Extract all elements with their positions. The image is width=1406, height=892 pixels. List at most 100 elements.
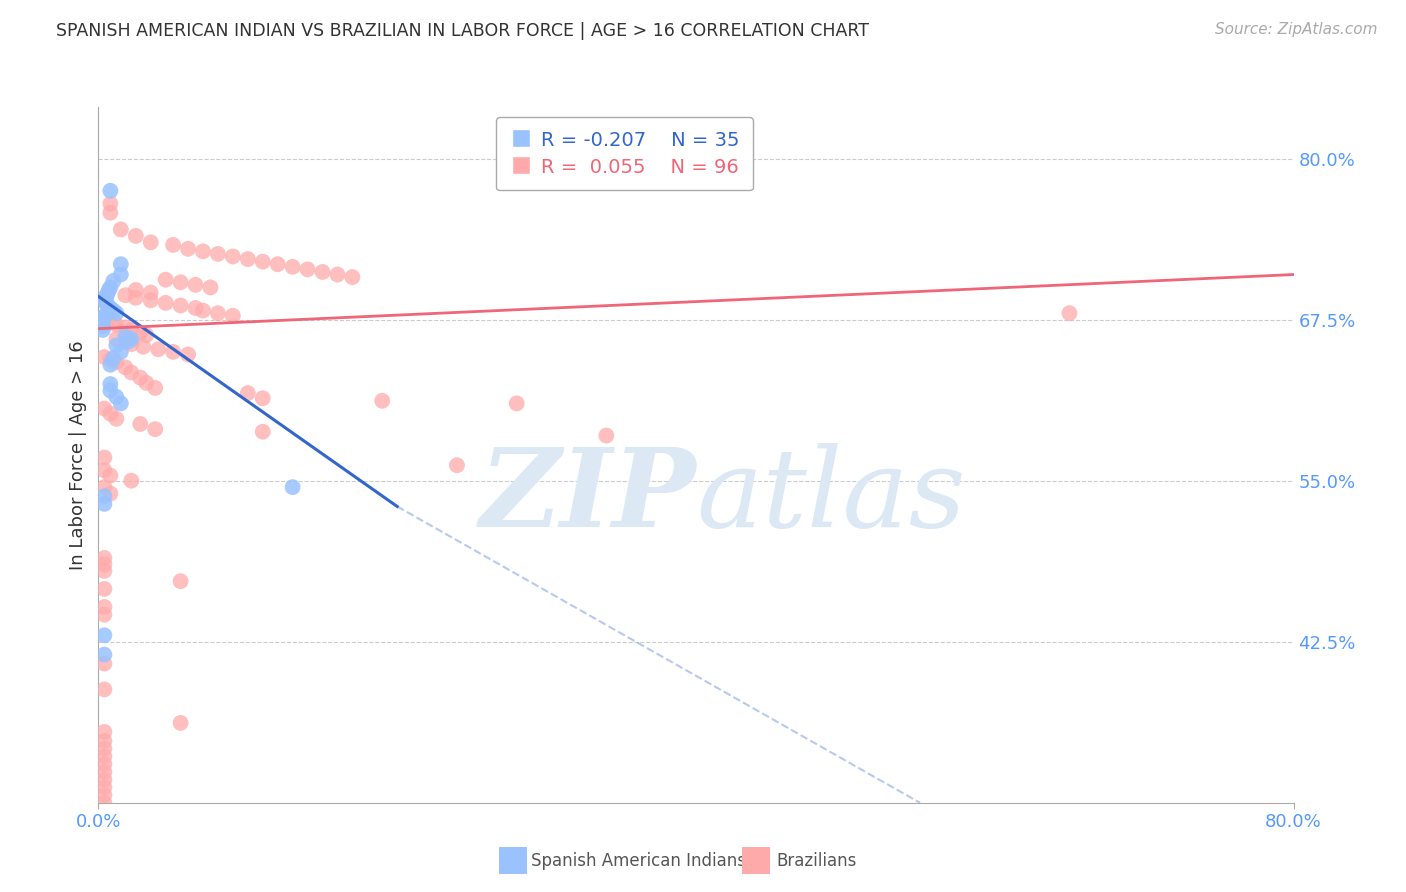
Point	[114, 329, 136, 343]
Point	[93, 780, 115, 795]
Point	[93, 497, 115, 511]
Point	[100, 352, 122, 367]
Point	[100, 280, 122, 294]
Y-axis label: In Labor Force | Age > 16: In Labor Force | Age > 16	[69, 340, 87, 570]
Point	[103, 303, 125, 318]
Point	[129, 370, 152, 384]
Point	[105, 306, 128, 320]
Point	[267, 257, 290, 271]
Point	[93, 648, 115, 662]
Point	[100, 486, 122, 500]
Point	[93, 450, 115, 465]
Point	[143, 381, 166, 395]
Point	[93, 749, 115, 764]
Point	[252, 391, 274, 405]
Point	[110, 257, 132, 271]
Point	[93, 350, 115, 364]
Point	[207, 247, 229, 261]
Point	[93, 582, 115, 596]
Point	[125, 283, 148, 297]
Point	[93, 311, 115, 326]
Point	[110, 344, 132, 359]
Text: atlas: atlas	[696, 443, 966, 550]
Point	[100, 468, 122, 483]
Point	[105, 338, 128, 352]
Point	[103, 351, 125, 366]
Point	[91, 315, 114, 329]
Point	[155, 273, 177, 287]
Point	[446, 458, 468, 473]
Text: SPANISH AMERICAN INDIAN VS BRAZILIAN IN LABOR FORCE | AGE > 16 CORRELATION CHART: SPANISH AMERICAN INDIAN VS BRAZILIAN IN …	[56, 22, 869, 40]
Point	[135, 328, 157, 343]
Text: Source: ZipAtlas.com: Source: ZipAtlas.com	[1215, 22, 1378, 37]
Point	[169, 574, 191, 589]
Point	[100, 196, 122, 211]
Point	[105, 390, 128, 404]
Point	[93, 741, 115, 756]
Point	[105, 332, 128, 346]
Point	[94, 296, 117, 310]
Legend: R = -0.207    N = 35, R =  0.055    N = 96: R = -0.207 N = 35, R = 0.055 N = 96	[496, 117, 752, 191]
Point	[100, 377, 122, 392]
Point	[91, 311, 114, 326]
Point	[91, 319, 114, 334]
Point	[110, 396, 132, 410]
Point	[191, 303, 214, 318]
Point	[93, 309, 115, 323]
Point	[177, 242, 200, 256]
Point	[93, 764, 115, 779]
Point	[117, 334, 139, 349]
Point	[103, 314, 125, 328]
Point	[184, 277, 207, 292]
Point	[93, 788, 115, 802]
Point	[191, 244, 214, 259]
Point	[105, 412, 128, 426]
Point	[120, 337, 142, 351]
Point	[120, 323, 142, 337]
Point	[155, 296, 177, 310]
Point	[93, 725, 115, 739]
Point	[132, 340, 155, 354]
Point	[114, 288, 136, 302]
Point	[93, 772, 115, 787]
Point	[93, 480, 115, 494]
Point	[114, 320, 136, 334]
Point	[100, 184, 122, 198]
Point	[125, 228, 148, 243]
Point	[252, 425, 274, 439]
Point	[93, 657, 115, 671]
Point	[93, 628, 115, 642]
Point	[93, 558, 115, 572]
Text: Brazilians: Brazilians	[776, 852, 856, 870]
Point	[169, 298, 191, 312]
Point	[93, 796, 115, 810]
Point	[93, 564, 115, 578]
Point	[100, 301, 122, 315]
Point	[506, 396, 529, 410]
Point	[114, 360, 136, 375]
Point	[100, 358, 122, 372]
Point	[139, 235, 162, 250]
Point	[129, 417, 152, 431]
Point	[96, 286, 118, 301]
Point	[93, 463, 115, 477]
Text: Spanish American Indians: Spanish American Indians	[531, 852, 747, 870]
Point	[93, 401, 115, 416]
Point	[100, 205, 122, 219]
Point	[97, 283, 120, 297]
Text: ZIP: ZIP	[479, 443, 696, 550]
Point	[110, 268, 132, 282]
Point	[207, 306, 229, 320]
Point	[143, 422, 166, 436]
Point	[120, 366, 142, 380]
Point	[139, 285, 162, 300]
Point	[281, 260, 304, 274]
Point	[103, 274, 125, 288]
Point	[120, 332, 142, 346]
Point	[177, 347, 200, 361]
Point	[93, 599, 115, 614]
Point	[129, 326, 152, 340]
Point	[110, 222, 132, 236]
Point	[105, 355, 128, 369]
Point	[222, 309, 245, 323]
